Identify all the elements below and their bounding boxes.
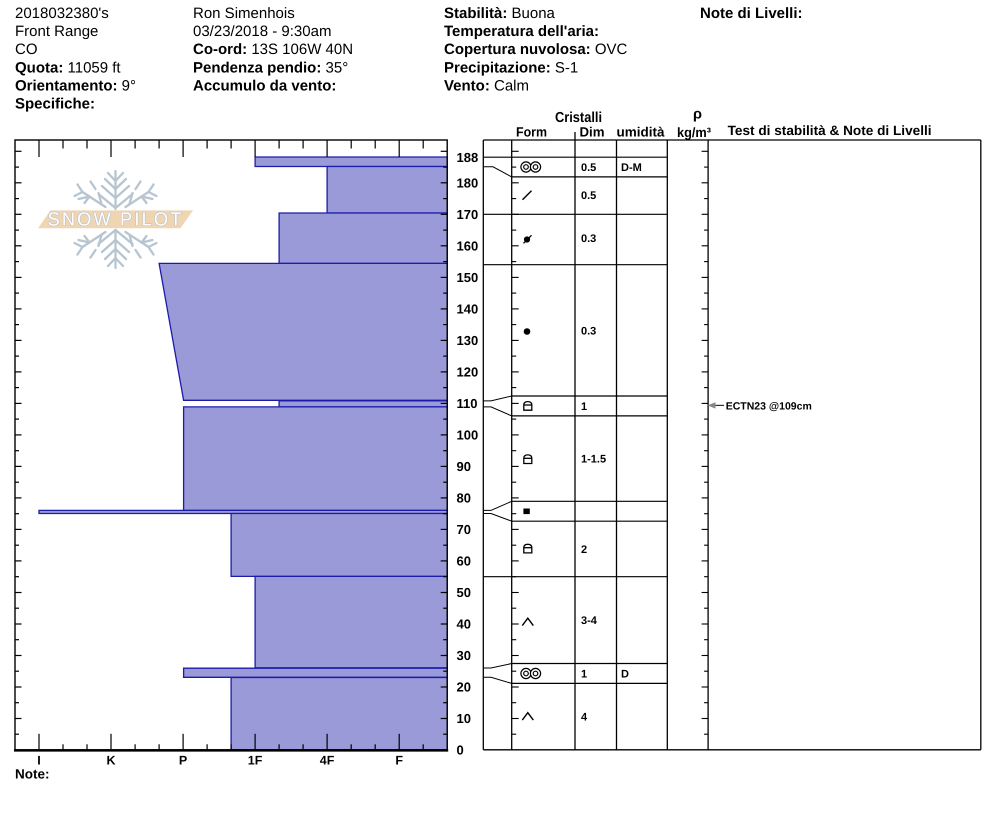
svg-text:F: F: [395, 754, 403, 768]
svg-text:CO: CO: [15, 41, 38, 58]
svg-text:170: 170: [457, 207, 479, 222]
svg-text:Stabilità: Buona: Stabilità: Buona: [444, 5, 556, 22]
svg-text:SNOW PILOT: SNOW PILOT: [48, 209, 184, 230]
svg-text:30: 30: [457, 648, 471, 663]
svg-text:1: 1: [581, 669, 587, 681]
svg-text:0.3: 0.3: [581, 326, 596, 338]
svg-text:60: 60: [457, 554, 471, 569]
svg-text:Quota: 11059 ft: Quota: 11059 ft: [15, 59, 121, 76]
svg-text:180: 180: [457, 175, 479, 190]
svg-text:0.5: 0.5: [581, 162, 596, 174]
svg-text:umidità: umidità: [617, 124, 665, 139]
svg-text:Ron Simenhois: Ron Simenhois: [193, 5, 295, 22]
svg-text:3-4: 3-4: [581, 615, 598, 627]
svg-text:0.3: 0.3: [581, 233, 596, 245]
svg-text:Cristalli: Cristalli: [555, 110, 602, 126]
svg-text:2018032380's: 2018032380's: [15, 5, 109, 22]
svg-text:Note:: Note:: [15, 767, 50, 782]
svg-text:4: 4: [581, 712, 588, 724]
svg-text:D: D: [621, 669, 629, 681]
svg-text:150: 150: [457, 270, 479, 285]
svg-text:K: K: [106, 754, 115, 768]
svg-text:Note di Livelli:: Note di Livelli:: [700, 5, 803, 22]
svg-text:Orientamento: 9°: Orientamento: 9°: [15, 78, 136, 95]
svg-text:140: 140: [457, 302, 479, 317]
svg-text:03/23/2018 - 9:30am: 03/23/2018 - 9:30am: [193, 23, 331, 40]
svg-text:160: 160: [457, 238, 479, 253]
svg-text:Dim: Dim: [580, 124, 605, 139]
svg-text:Co-ord: 13S 106W 40N: Co-ord: 13S 106W 40N: [193, 41, 353, 58]
svg-text:10: 10: [457, 711, 471, 726]
svg-text:Pendenza pendio: 35°: Pendenza pendio: 35°: [193, 59, 348, 76]
svg-text:90: 90: [457, 459, 471, 474]
svg-text:100: 100: [457, 428, 479, 443]
svg-text:Precipitazione: S-1: Precipitazione: S-1: [444, 59, 578, 76]
svg-text:0.5: 0.5: [581, 190, 596, 202]
svg-text:110: 110: [457, 396, 478, 411]
svg-text:1: 1: [581, 401, 587, 413]
svg-text:P: P: [179, 754, 187, 768]
svg-text:1-1.5: 1-1.5: [581, 454, 606, 466]
svg-text:188: 188: [457, 150, 479, 165]
svg-text:ρ: ρ: [693, 107, 702, 123]
svg-text:Copertura nuvolosa: OVC: Copertura nuvolosa: OVC: [444, 41, 628, 58]
svg-text:Test di stabilità & Note di Li: Test di stabilità & Note di Livelli: [728, 123, 932, 138]
svg-text:Accumulo da vento:: Accumulo da vento:: [193, 78, 336, 95]
svg-text:ECTN23 @109cm: ECTN23 @109cm: [726, 401, 812, 413]
svg-text:Vento: Calm: Vento: Calm: [444, 78, 529, 95]
svg-text:130: 130: [457, 333, 479, 348]
svg-text:2: 2: [581, 544, 587, 556]
svg-text:70: 70: [457, 522, 471, 537]
svg-text:20: 20: [457, 680, 471, 695]
svg-text:40: 40: [457, 617, 471, 632]
svg-text:120: 120: [457, 365, 479, 380]
svg-text:50: 50: [457, 585, 471, 600]
svg-text:4F: 4F: [320, 754, 335, 768]
svg-text:kg/m³: kg/m³: [677, 125, 711, 140]
svg-text:Front Range: Front Range: [15, 23, 98, 40]
svg-text:80: 80: [457, 491, 471, 506]
svg-text:Specifiche:: Specifiche:: [15, 96, 95, 113]
svg-text:1F: 1F: [248, 754, 263, 768]
svg-text:Form: Form: [516, 124, 547, 139]
svg-text:I: I: [37, 754, 40, 768]
svg-text:Temperatura dell'aria:: Temperatura dell'aria:: [444, 23, 599, 40]
svg-text:0: 0: [457, 743, 464, 758]
svg-text:D-M: D-M: [621, 162, 642, 174]
